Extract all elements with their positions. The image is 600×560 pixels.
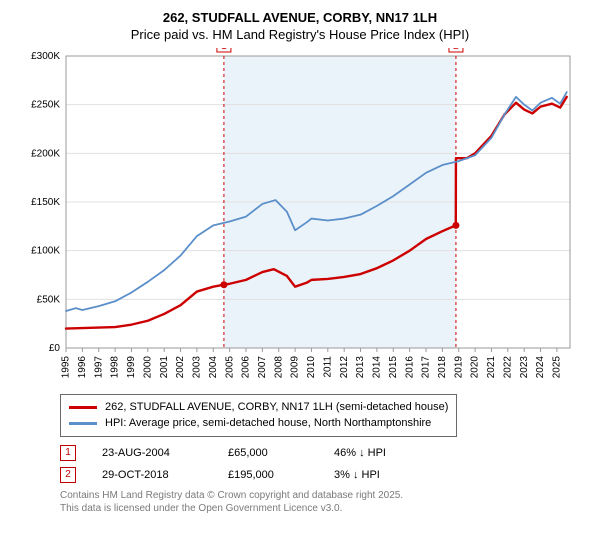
svg-text:2015: 2015 [388, 355, 399, 378]
event-badge-1: 1 [60, 445, 76, 461]
svg-text:£100K: £100K [31, 245, 60, 256]
legend-row-price-paid: 262, STUDFALL AVENUE, CORBY, NN17 1LH (s… [69, 399, 448, 416]
legend-row-hpi: HPI: Average price, semi-detached house,… [69, 415, 448, 432]
svg-text:2001: 2001 [159, 355, 170, 378]
svg-text:2008: 2008 [273, 355, 284, 378]
event-price-2: £195,000 [228, 469, 308, 481]
svg-text:2004: 2004 [208, 355, 219, 378]
events-table: 1 23-AUG-2004 £65,000 46% ↓ HPI 2 29-OCT… [60, 445, 582, 483]
event-badge-2: 2 [60, 467, 76, 483]
event-row-2: 2 29-OCT-2018 £195,000 3% ↓ HPI [60, 467, 582, 483]
svg-text:2016: 2016 [404, 355, 415, 378]
svg-text:2003: 2003 [192, 355, 203, 378]
page-root: 262, STUDFALL AVENUE, CORBY, NN17 1LH Pr… [0, 0, 600, 560]
svg-text:2013: 2013 [355, 355, 366, 378]
svg-text:2007: 2007 [257, 355, 268, 378]
svg-text:2017: 2017 [421, 355, 432, 378]
svg-text:2021: 2021 [486, 355, 497, 378]
legend-label-hpi: HPI: Average price, semi-detached house,… [105, 415, 431, 432]
svg-text:£250K: £250K [31, 99, 60, 110]
legend-box: 262, STUDFALL AVENUE, CORBY, NN17 1LH (s… [60, 394, 457, 437]
title-line2: Price paid vs. HM Land Registry's House … [18, 27, 582, 44]
svg-text:1: 1 [221, 48, 227, 52]
legend-swatch-hpi [69, 422, 97, 425]
svg-text:1998: 1998 [110, 355, 121, 378]
svg-text:2024: 2024 [535, 355, 546, 378]
price-chart: £0 £50K £100K £150K £200K £250K £300K 1995 1996 1… [18, 48, 578, 388]
svg-text:2018: 2018 [437, 355, 448, 378]
svg-text:2023: 2023 [519, 355, 530, 378]
legend-label-price-paid: 262, STUDFALL AVENUE, CORBY, NN17 1LH (s… [105, 399, 448, 416]
svg-text:£50K: £50K [37, 294, 61, 305]
svg-text:1995: 1995 [61, 355, 72, 378]
svg-text:2005: 2005 [224, 355, 235, 378]
event-date-1: 23-AUG-2004 [102, 447, 202, 459]
event-price-1: £65,000 [228, 447, 308, 459]
svg-text:£150K: £150K [31, 197, 60, 208]
title-block: 262, STUDFALL AVENUE, CORBY, NN17 1LH Pr… [18, 10, 582, 44]
footer-attribution: Contains HM Land Registry data © Crown c… [60, 489, 582, 515]
svg-text:£200K: £200K [31, 148, 60, 159]
svg-text:1999: 1999 [126, 355, 137, 378]
svg-text:2014: 2014 [372, 355, 383, 378]
svg-text:£300K: £300K [31, 51, 60, 62]
footer-line2: This data is licensed under the Open Gov… [60, 502, 582, 515]
svg-text:1996: 1996 [77, 355, 88, 378]
svg-text:£0: £0 [49, 343, 61, 354]
svg-text:2012: 2012 [339, 355, 350, 378]
svg-text:2019: 2019 [453, 355, 464, 378]
svg-text:2020: 2020 [470, 355, 481, 378]
footer-line1: Contains HM Land Registry data © Crown c… [60, 489, 582, 502]
svg-text:2022: 2022 [502, 355, 513, 378]
svg-text:2011: 2011 [322, 355, 333, 377]
svg-text:2009: 2009 [290, 355, 301, 378]
svg-text:2010: 2010 [306, 355, 317, 378]
svg-text:2002: 2002 [175, 355, 186, 378]
legend-swatch-price-paid [69, 406, 97, 409]
event-date-2: 29-OCT-2018 [102, 469, 202, 481]
svg-text:2006: 2006 [241, 355, 252, 378]
svg-text:2: 2 [453, 48, 459, 52]
title-line1: 262, STUDFALL AVENUE, CORBY, NN17 1LH [18, 10, 582, 27]
chart-wrap: £0 £50K £100K £150K £200K £250K £300K 1995 1996 1… [18, 48, 582, 388]
event-delta-2: 3% ↓ HPI [334, 469, 380, 481]
svg-text:2025: 2025 [552, 355, 563, 378]
event-delta-1: 46% ↓ HPI [334, 447, 386, 459]
event-row-1: 1 23-AUG-2004 £65,000 46% ↓ HPI [60, 445, 582, 461]
svg-text:2000: 2000 [142, 355, 153, 378]
svg-text:1997: 1997 [93, 355, 104, 378]
